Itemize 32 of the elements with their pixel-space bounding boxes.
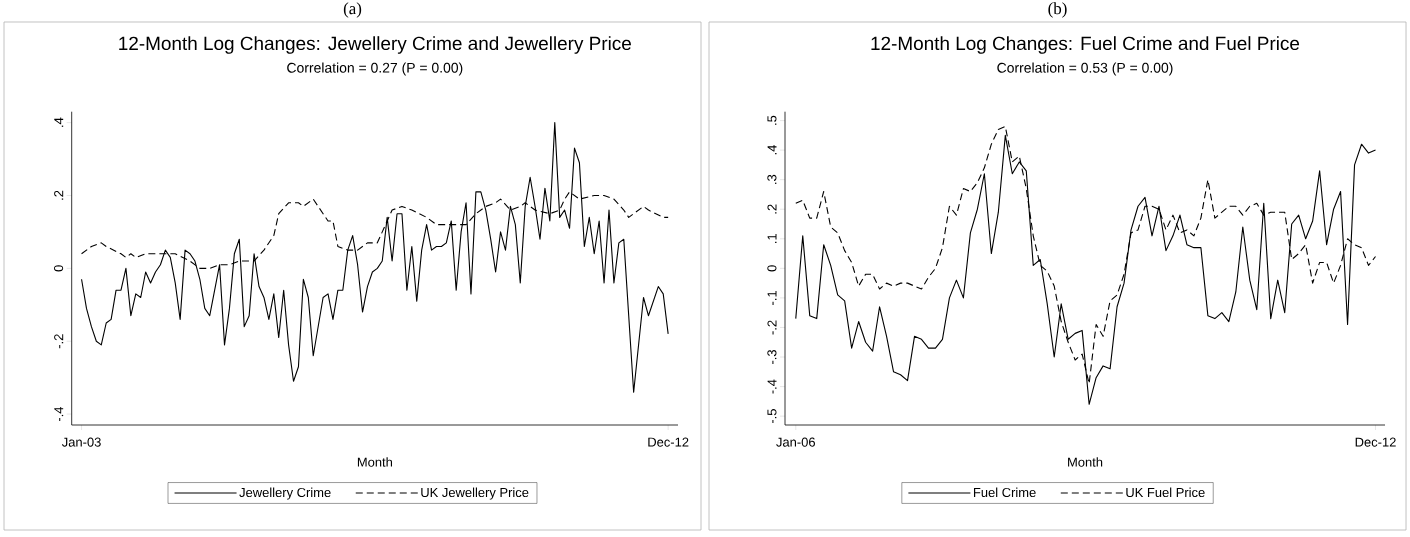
x-tick-label: Jan-03 [61,437,101,447]
y-tick-label: .4 [767,145,777,155]
y-tick-label: .2 [767,204,777,214]
y-tick-label: 0 [767,265,777,272]
text: (b) [1048,2,1067,18]
y-tick-label: -.5 [767,409,777,424]
y-tick-label: -.2 [767,320,777,335]
y-tick-label: -.4 [54,406,64,422]
y-tick-label: -.2 [54,334,64,349]
y-tick-label: .1 [767,234,777,243]
y-tick-label: -.4 [767,379,777,394]
x-axis-title: Month [357,457,393,467]
x-tick-label: Dec-12 [648,437,689,447]
y-tick-label: .4 [54,117,64,127]
legend-label: UK Jewellery Price [421,487,529,500]
x-axis-title: Month [1068,457,1103,467]
legend-label: Fuel Crime [973,487,1036,498]
y-tick-label: -.1 [767,290,777,305]
chart-subtitle: Correlation = 0.53 (P = 0.00) [997,62,1173,76]
y-tick-label: .5 [767,115,777,125]
y-tick-label: .3 [767,174,777,184]
chart-title: 12-Month Log Changes: Fuel Crime and Fuel Price [871,36,1300,54]
legend-label: Jewellery Crime [239,487,331,500]
y-tick-label: .2 [54,190,64,200]
x-tick-label: Jan-06 [776,437,815,447]
text: (a) [343,2,362,18]
chart-subtitle: Correlation = 0.27 (P = 0.00) [287,62,463,76]
y-tick-label: -.3 [767,350,777,364]
chart-title: 12-Month Log Changes: Jewellery Crime and Jewellery Price [119,36,631,54]
legend-label: UK Fuel Price [1126,487,1205,498]
y-tick-label: 0 [54,265,64,272]
x-tick-label: Dec-12 [1355,437,1396,447]
